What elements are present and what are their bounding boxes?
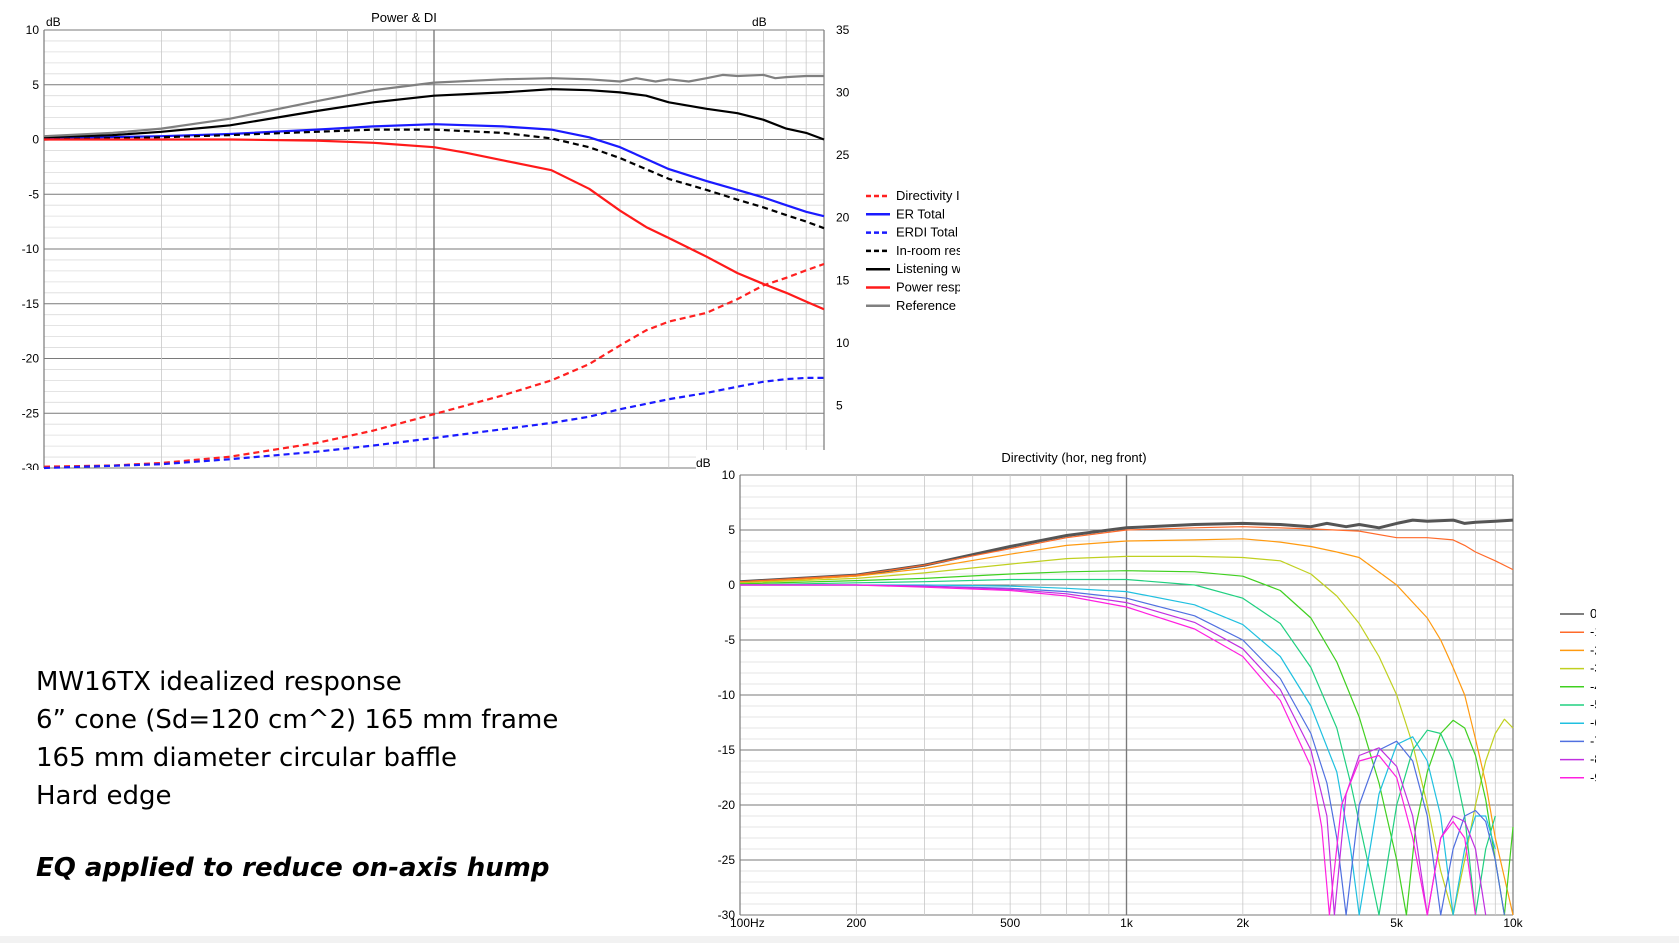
x-tick-label: 100Hz: [730, 916, 765, 930]
y-tick-label: -15: [718, 743, 736, 757]
legend-label: -70 deg hor: [1590, 733, 1596, 748]
legend-label: ER Total: [896, 206, 945, 221]
chart1-title: Power & DI: [371, 10, 437, 25]
caption-line: MW16TX idealized response: [36, 667, 402, 697]
chart2-series: [739, 518, 1514, 916]
legend-label: -90 deg hor: [1590, 770, 1596, 785]
chart1-y-unit: dB: [46, 15, 61, 29]
y2-tick-label: 25: [836, 148, 850, 162]
y-tick-label: 5: [32, 78, 39, 92]
caption-line: 165 mm diameter circular baffle: [36, 743, 458, 773]
x-tick-label: 1k: [428, 469, 442, 470]
y-tick-label: 5: [728, 523, 735, 537]
y-tick-label: -25: [22, 406, 40, 420]
y2-tick-label: 15: [836, 273, 850, 287]
caption-line: 6” cone (Sd=120 cm^2) 165 mm frame: [36, 705, 559, 735]
y-tick-label: -5: [724, 633, 735, 647]
series-line-reference-angle: [43, 73, 824, 138]
legend-label: -50 deg hor: [1590, 697, 1596, 712]
series-line--20-deg-hor: [739, 538, 1514, 916]
chart2-title: Directivity (hor, neg front): [1001, 450, 1146, 465]
y-tick-label: 10: [26, 23, 40, 37]
y-tick-label: -30: [22, 461, 40, 470]
overlap-mask: [696, 450, 960, 470]
legend-label: ERDI Total: [896, 225, 958, 240]
legend-label: -60 deg hor: [1590, 715, 1596, 730]
chart2-grid: [739, 474, 1514, 916]
bottom-band: [0, 936, 1679, 943]
chart2-y-unit: dB: [696, 456, 711, 470]
chart1-series: [43, 73, 825, 470]
series-line-listening-window: [43, 87, 825, 141]
x-tick-label: 100Hz: [34, 469, 69, 470]
directivity-chart: Directivity (hor, neg front) dB 10 5 0 -5 -1…: [696, 450, 1596, 930]
y-tick-label: -30: [718, 908, 736, 922]
series-line--80-deg-hor: [740, 584, 1487, 916]
series-line-power-response: [44, 138, 825, 311]
y-tick-label: 0: [728, 578, 735, 592]
x-tick-label: 2k: [1237, 916, 1251, 930]
x-tick-label: 1k: [1120, 916, 1134, 930]
series-line--10-deg-hor: [739, 526, 1514, 583]
caption-line: Hard edge: [36, 781, 172, 811]
legend-label: -30 deg hor: [1590, 661, 1596, 676]
x-tick-label: 500: [1000, 916, 1020, 930]
series-line--60-deg-hor: [740, 584, 1496, 916]
y2-tick-label: 30: [836, 86, 850, 100]
y2-tick-label: 35: [836, 23, 850, 37]
series-line--90-deg-hor: [740, 584, 1477, 916]
legend-label: -20 deg hor: [1590, 642, 1596, 657]
chart1-y2-unit: dB: [752, 15, 767, 29]
legend-label: Power response: [896, 280, 960, 295]
legend-label: 0 deg hor: [1590, 606, 1596, 621]
x-tick-label: 500: [307, 469, 327, 470]
series-line--50-deg-hor: [739, 578, 1496, 916]
legend-label: In-room response: [896, 243, 960, 258]
y-tick-label: -10: [718, 688, 736, 702]
y-tick-label: -20: [22, 352, 40, 366]
x-tick-label: 2k: [545, 469, 559, 470]
legend-label: Reference angle: [896, 298, 960, 313]
caption-note: EQ applied to reduce on-axis hump: [36, 853, 550, 883]
x-tick-label: 5k: [1390, 916, 1404, 930]
series-line--30-deg-hor: [739, 555, 1514, 916]
chart1-ticks: 1050-5-10-15-20-25-3035302520151050100Hz…: [22, 23, 850, 470]
series-line-er-total: [43, 123, 825, 218]
chart1-grid: [43, 29, 825, 469]
y-tick-label: -25: [718, 853, 736, 867]
series-line-erdi-total: [43, 376, 824, 470]
chart1-legend: Directivity Index ER Total ERDI Total In-ro…: [866, 188, 960, 313]
y2-tick-label: 5: [836, 398, 843, 412]
y-tick-label: -15: [22, 297, 40, 311]
y-tick-label: 10: [722, 468, 736, 482]
series-line-in-room-response: [43, 128, 825, 230]
power-di-chart: Power & DI dB dB 10 5 0 -5 -10 -15 -20 -25 -30 35…: [22, 10, 960, 470]
x-tick-label: 200: [846, 916, 866, 930]
legend-label: -10 deg hor: [1590, 624, 1596, 639]
x-tick-label: 200: [151, 469, 171, 470]
chart2-legend: 0 deg hor -10 deg hor -20 deg hor -30 deg h…: [1560, 606, 1596, 785]
y-tick-label: 0: [32, 133, 39, 147]
caption-block: MW16TX idealized response 6” cone (Sd=12…: [36, 663, 558, 887]
legend-label: Listening window: [896, 261, 960, 276]
series-line--40-deg-hor: [739, 570, 1514, 916]
y-tick-label: -5: [28, 187, 39, 201]
series-line--70-deg-hor: [740, 584, 1505, 916]
legend-label: Directivity Index: [896, 188, 960, 203]
x-tick-label: 10k: [1503, 916, 1523, 930]
y2-tick-label: 20: [836, 211, 850, 225]
legend-label: -40 deg hor: [1590, 679, 1596, 694]
legend-label: -80 deg hor: [1590, 752, 1596, 767]
y-tick-label: -10: [22, 242, 40, 256]
series-line-0-deg-hor: [739, 518, 1514, 584]
series-line-directivity-index: [43, 262, 825, 468]
y-tick-label: -20: [718, 798, 736, 812]
y2-tick-label: 10: [836, 336, 850, 350]
